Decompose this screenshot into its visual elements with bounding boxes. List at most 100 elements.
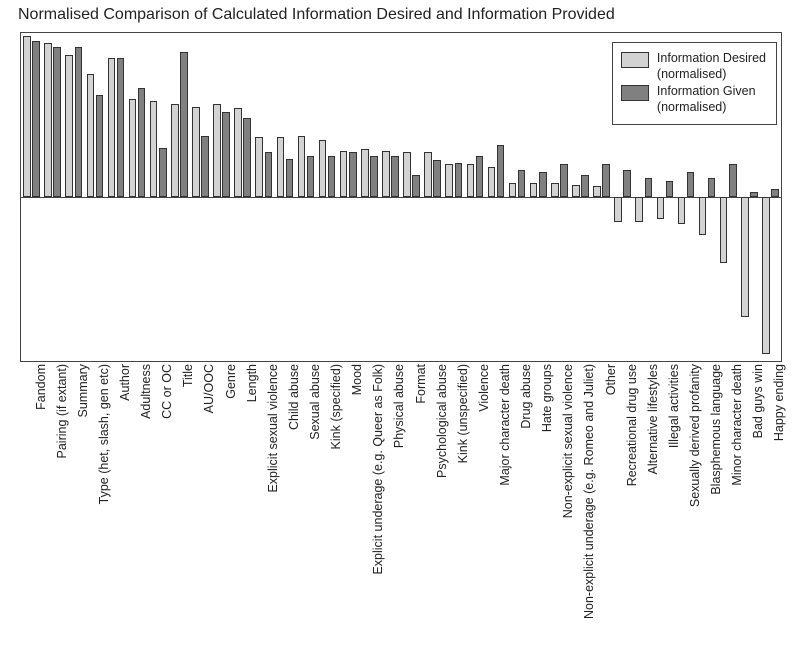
category-label: Explicit underage (e.g. Queer as Folk) (372, 364, 385, 575)
bar-given (243, 118, 251, 197)
bar-desired (445, 164, 453, 197)
bar-given (53, 47, 61, 197)
bar-given (138, 88, 146, 197)
bar-given (771, 189, 779, 197)
bar-desired (593, 186, 601, 197)
bar-given (96, 95, 104, 198)
bar-given (265, 152, 273, 197)
bar-desired (298, 136, 306, 198)
category-label: Title (182, 364, 195, 387)
bar-desired (741, 197, 749, 317)
bar-desired (108, 58, 116, 197)
bar-given (666, 181, 674, 197)
bar-given (518, 170, 526, 197)
bar-desired (277, 137, 285, 197)
bar-desired (614, 197, 622, 222)
category-label: Adultness (140, 364, 153, 419)
bar-desired (509, 183, 517, 197)
bar-given (708, 178, 716, 197)
bar-desired (192, 107, 200, 197)
bar-given (180, 52, 188, 197)
category-label: Format (415, 364, 428, 404)
bar-desired (635, 197, 643, 222)
bar-desired (340, 151, 348, 197)
category-axis-labels: Fandom Pairing (if extant) Summary Type (he… (20, 364, 782, 664)
category-label: Happy ending (773, 364, 786, 441)
category-label: Minor character death (731, 364, 744, 486)
category-label: Major character death (499, 364, 512, 486)
bar-given (602, 164, 610, 197)
bar-desired (403, 152, 411, 197)
bar-given (201, 136, 209, 198)
bar-given (623, 170, 631, 197)
bar-given (412, 175, 420, 197)
category-label: Violence (478, 364, 491, 412)
category-label: Recreational drug use (626, 364, 639, 486)
bar-given (560, 164, 568, 197)
bar-desired (720, 197, 728, 263)
category-label: Kink (unspecified) (457, 364, 470, 463)
category-label: Fandom (35, 364, 48, 410)
category-label: Child abuse (288, 364, 301, 430)
category-label: Sexual abuse (309, 364, 322, 440)
category-label: Blasphemous language (710, 364, 723, 495)
bar-desired (657, 197, 665, 219)
category-label: Non-explicit sexual violence (562, 364, 575, 518)
bar-desired (319, 140, 327, 197)
category-label: Psychological abuse (436, 364, 449, 478)
bar-given (455, 163, 463, 197)
bar-desired (467, 164, 475, 197)
bar-given (433, 160, 441, 197)
bar-desired (234, 108, 242, 197)
bar-given (307, 156, 315, 197)
bar-desired (424, 152, 432, 197)
legend-label-desired: Information Desired (normalised) (657, 51, 766, 82)
category-label: Other (605, 364, 618, 395)
bar-desired (530, 183, 538, 197)
legend-label-given: Information Given (normalised) (657, 84, 756, 115)
bar-desired (551, 183, 559, 197)
category-label: Summary (77, 364, 90, 417)
category-label: Length (246, 364, 259, 402)
legend-swatch-desired (621, 52, 649, 68)
category-label: Explicit sexual violence (267, 364, 280, 493)
category-label: Bad guys win (752, 364, 765, 438)
category-label: Physical abuse (393, 364, 406, 448)
category-label: Illegal activities (668, 364, 681, 448)
bar-desired (361, 149, 369, 197)
bar-given (159, 148, 167, 197)
bar-desired (699, 197, 707, 235)
category-label: Pairing (if extant) (56, 364, 69, 458)
bar-given (370, 156, 378, 197)
bar-given (75, 47, 83, 197)
category-label: AU/OOC (203, 364, 216, 413)
bar-given (581, 175, 589, 197)
category-label: Drug abuse (520, 364, 533, 429)
bar-given (729, 164, 737, 197)
category-label: Type (het, slash, gen etc) (98, 364, 111, 504)
category-label: Author (119, 364, 132, 401)
legend-item-desired: Information Desired (normalised) (621, 51, 766, 82)
chart-title: Normalised Comparison of Calculated Info… (18, 6, 615, 24)
legend: Information Desired (normalised) Informa… (612, 42, 777, 125)
bar-given (286, 159, 294, 197)
bar-desired (213, 104, 221, 197)
bar-desired (150, 101, 158, 197)
bar-given (328, 156, 336, 197)
baseline (21, 197, 781, 198)
chart-container: Normalised Comparison of Calculated Info… (0, 0, 807, 669)
bar-given (687, 172, 695, 197)
bar-given (349, 152, 357, 197)
bar-desired (129, 99, 137, 197)
category-label: Non-explicit underage (e.g. Romeo and Ju… (583, 364, 596, 619)
bar-desired (23, 36, 31, 197)
bar-desired (488, 167, 496, 197)
category-label: Genre (225, 364, 238, 399)
category-label: Sexually derived profanity (689, 364, 702, 507)
bar-given (476, 156, 484, 197)
bar-desired (762, 197, 770, 354)
bar-desired (255, 137, 263, 197)
bar-desired (572, 185, 580, 197)
bar-given (391, 156, 399, 197)
bar-given (645, 178, 653, 197)
